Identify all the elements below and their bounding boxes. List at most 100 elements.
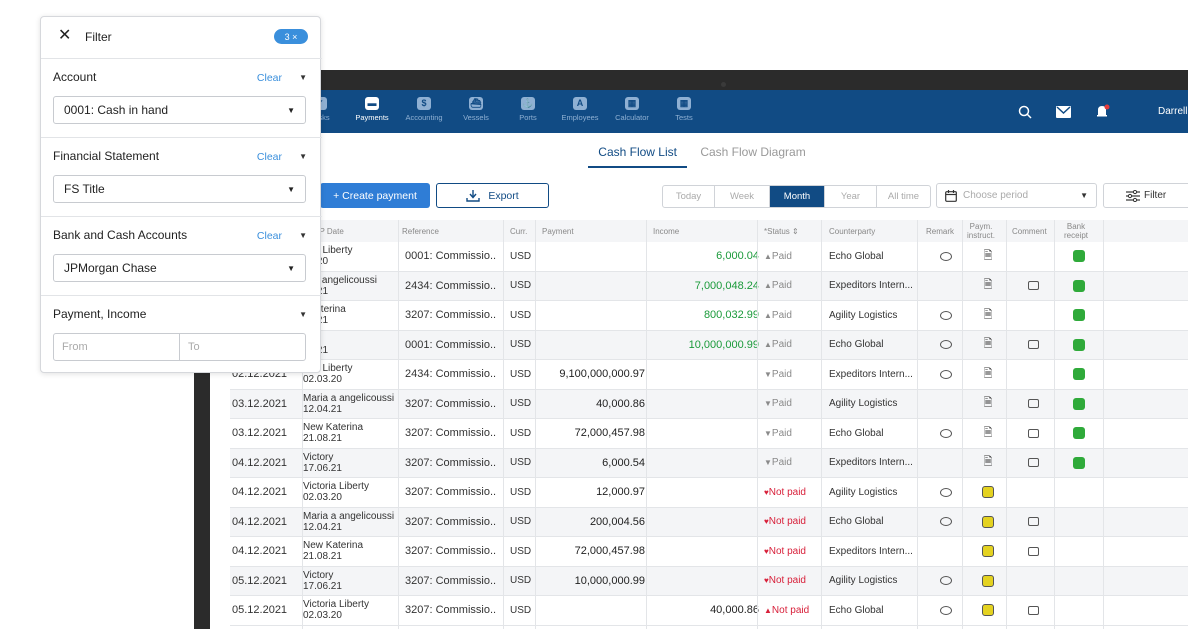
document-clip-icon[interactable]: 🗎	[983, 278, 993, 292]
speech-bubble-icon[interactable]	[940, 517, 952, 527]
user-name[interactable]: Darrell	[1158, 106, 1188, 117]
nav-item-payments[interactable]: ▬ Payments	[342, 97, 402, 122]
comment-icon[interactable]	[1027, 458, 1039, 468]
remark-cell	[926, 596, 966, 625]
from-input[interactable]: From	[54, 334, 180, 360]
nav-item-vessels[interactable]: ⛴ Vessels	[446, 97, 506, 122]
document-clip-icon[interactable]	[982, 515, 994, 528]
document-clip-icon[interactable]: 🗎	[983, 307, 993, 321]
table-row[interactable]: tory06.210001: Commissio...USD10,000,000…	[230, 330, 1188, 360]
receipt-icon[interactable]	[1073, 427, 1085, 440]
period-today[interactable]: Today	[663, 186, 715, 207]
speech-bubble-icon[interactable]	[940, 340, 952, 350]
nav-item-ports[interactable]: ⚓ Ports	[498, 97, 558, 122]
col-reference[interactable]: Reference	[402, 226, 439, 236]
chevron-down-icon[interactable]: ▼	[299, 152, 307, 161]
speech-bubble-icon[interactable]	[940, 251, 952, 261]
chevron-down-icon[interactable]: ▼	[299, 73, 307, 82]
tab-cash-flow-diagram[interactable]: Cash Flow Diagram	[700, 145, 806, 159]
document-clip-icon[interactable]: 🗎	[983, 337, 993, 351]
table-row[interactable]: ia a angelicoussi04.212434: Commissio...…	[230, 271, 1188, 301]
col-label[interactable]: el, CP Date	[303, 226, 344, 236]
tab-cash-flow-list[interactable]: Cash Flow List	[588, 145, 687, 168]
filter-count-badge[interactable]: 3 ×	[274, 29, 308, 44]
nav-item-accounting[interactable]: $ Accounting	[394, 97, 454, 122]
receipt-icon[interactable]	[1073, 309, 1085, 322]
table-row[interactable]: oria Liberty03.200001: Commissio...USD6,…	[230, 242, 1188, 272]
table-row[interactable]: 04.12.2021 Maria a angelicoussi 12.04.21 32…	[230, 507, 1188, 537]
bank-clear-link[interactable]: Clear	[256, 230, 282, 242]
col-currency[interactable]: Curr.	[510, 226, 528, 236]
comment-icon[interactable]	[1027, 428, 1039, 438]
choose-period-select[interactable]: Choose period ▼	[936, 183, 1097, 208]
speech-bubble-icon[interactable]	[940, 576, 952, 586]
period-year[interactable]: Year	[825, 186, 877, 207]
col-counterparty[interactable]: Counterparty	[829, 226, 876, 236]
receipt-icon[interactable]	[1073, 397, 1085, 410]
document-clip-icon[interactable]: 🗎	[983, 366, 993, 380]
filter-button[interactable]: Filter	[1103, 183, 1188, 208]
table-row[interactable]: 05.12.2021 Victoria Liberty 02.03.20 3207: …	[230, 596, 1188, 626]
col-payment[interactable]: Payment	[542, 226, 574, 236]
table-row[interactable]: 05.12.2021 Victory 17.06.21 3207: Commissio…	[230, 566, 1188, 596]
table-row[interactable]: 04.12.2021 Victory 17.06.21 3207: Commissio…	[230, 448, 1188, 478]
comment-icon[interactable]	[1027, 399, 1039, 409]
create-payment-button[interactable]: + Create payment	[320, 183, 430, 208]
document-clip-icon[interactable]: 🗎	[983, 248, 993, 262]
table-row[interactable]: 03.12.2021 New Katerina 21.08.21 3207: Comm…	[230, 419, 1188, 449]
table-row[interactable]: 03.12.2021 Maria a angelicoussi 12.04.21 32…	[230, 389, 1188, 419]
chevron-down-icon[interactable]: ▼	[299, 231, 307, 240]
period-week[interactable]: Week	[715, 186, 770, 207]
table-row[interactable]: 04.12.2021 Victoria Liberty 02.03.20 3207: …	[230, 478, 1188, 508]
speech-bubble-icon[interactable]	[940, 369, 952, 379]
comment-icon[interactable]	[1027, 340, 1039, 350]
speech-bubble-icon[interactable]	[940, 428, 952, 438]
receipt-icon[interactable]	[1073, 279, 1085, 292]
chevron-down-icon[interactable]: ▼	[299, 310, 307, 319]
document-clip-icon[interactable]: 🗎	[983, 425, 993, 439]
col-bank-receipt[interactable]: Bank receipt	[1063, 222, 1088, 240]
document-clip-icon[interactable]: 🗎	[983, 455, 993, 469]
speech-bubble-icon[interactable]	[940, 487, 952, 497]
speech-bubble-icon[interactable]	[940, 605, 952, 615]
to-input[interactable]: To	[188, 341, 200, 353]
document-clip-icon[interactable]	[982, 604, 994, 617]
table-row[interactable]: 04.12.2021 New Katerina 21.08.21 3207: Comm…	[230, 537, 1188, 567]
period-month[interactable]: Month	[770, 186, 825, 207]
receipt-icon[interactable]	[1073, 368, 1085, 381]
close-icon[interactable]: ✕	[58, 27, 72, 44]
chevron-down-icon: ▼	[287, 184, 295, 194]
period-all-time[interactable]: All time	[887, 191, 920, 202]
document-clip-icon[interactable]: 🗎	[983, 396, 993, 410]
account-clear-link[interactable]: Clear	[256, 72, 282, 84]
nav-item-calculator[interactable]: ▦ Calculator	[602, 97, 662, 122]
col-payment-instruction[interactable]: Paym. instruct.	[966, 222, 995, 240]
col-remark[interactable]: Remark	[926, 226, 955, 236]
bank-select[interactable]: JPMorgan Chase ▼	[53, 254, 306, 282]
account-select[interactable]: 0001: Cash in hand ▼	[53, 96, 306, 124]
comment-icon[interactable]	[1027, 281, 1039, 291]
fs-clear-link[interactable]: Clear	[256, 151, 282, 163]
speech-bubble-icon[interactable]	[940, 310, 952, 320]
fs-select[interactable]: FS Title ▼	[53, 175, 306, 203]
col-income[interactable]: Income	[653, 226, 680, 236]
search-icon[interactable]	[1018, 90, 1032, 133]
receipt-icon[interactable]	[1073, 456, 1085, 469]
bell-icon[interactable]	[1095, 90, 1110, 133]
receipt-icon[interactable]	[1073, 250, 1085, 263]
table-row[interactable]: 02.12.2021 oria Liberty 02.03.20 2434: Comm…	[230, 360, 1188, 390]
comment-icon[interactable]	[1027, 546, 1039, 556]
receipt-icon[interactable]	[1073, 338, 1085, 351]
document-clip-icon[interactable]	[982, 486, 994, 499]
col-comment[interactable]: Comment	[1012, 226, 1047, 236]
export-button[interactable]: Export	[436, 183, 549, 208]
comment-icon[interactable]	[1027, 605, 1039, 615]
col-status[interactable]: *Status ⇕	[764, 220, 822, 242]
document-clip-icon[interactable]	[982, 545, 994, 558]
nav-item-tests[interactable]: ▦ Tests	[654, 97, 714, 122]
mail-icon[interactable]	[1056, 90, 1071, 133]
document-clip-icon[interactable]	[982, 574, 994, 587]
nav-item-employees[interactable]: A Employees	[550, 97, 610, 122]
comment-icon[interactable]	[1027, 517, 1039, 527]
